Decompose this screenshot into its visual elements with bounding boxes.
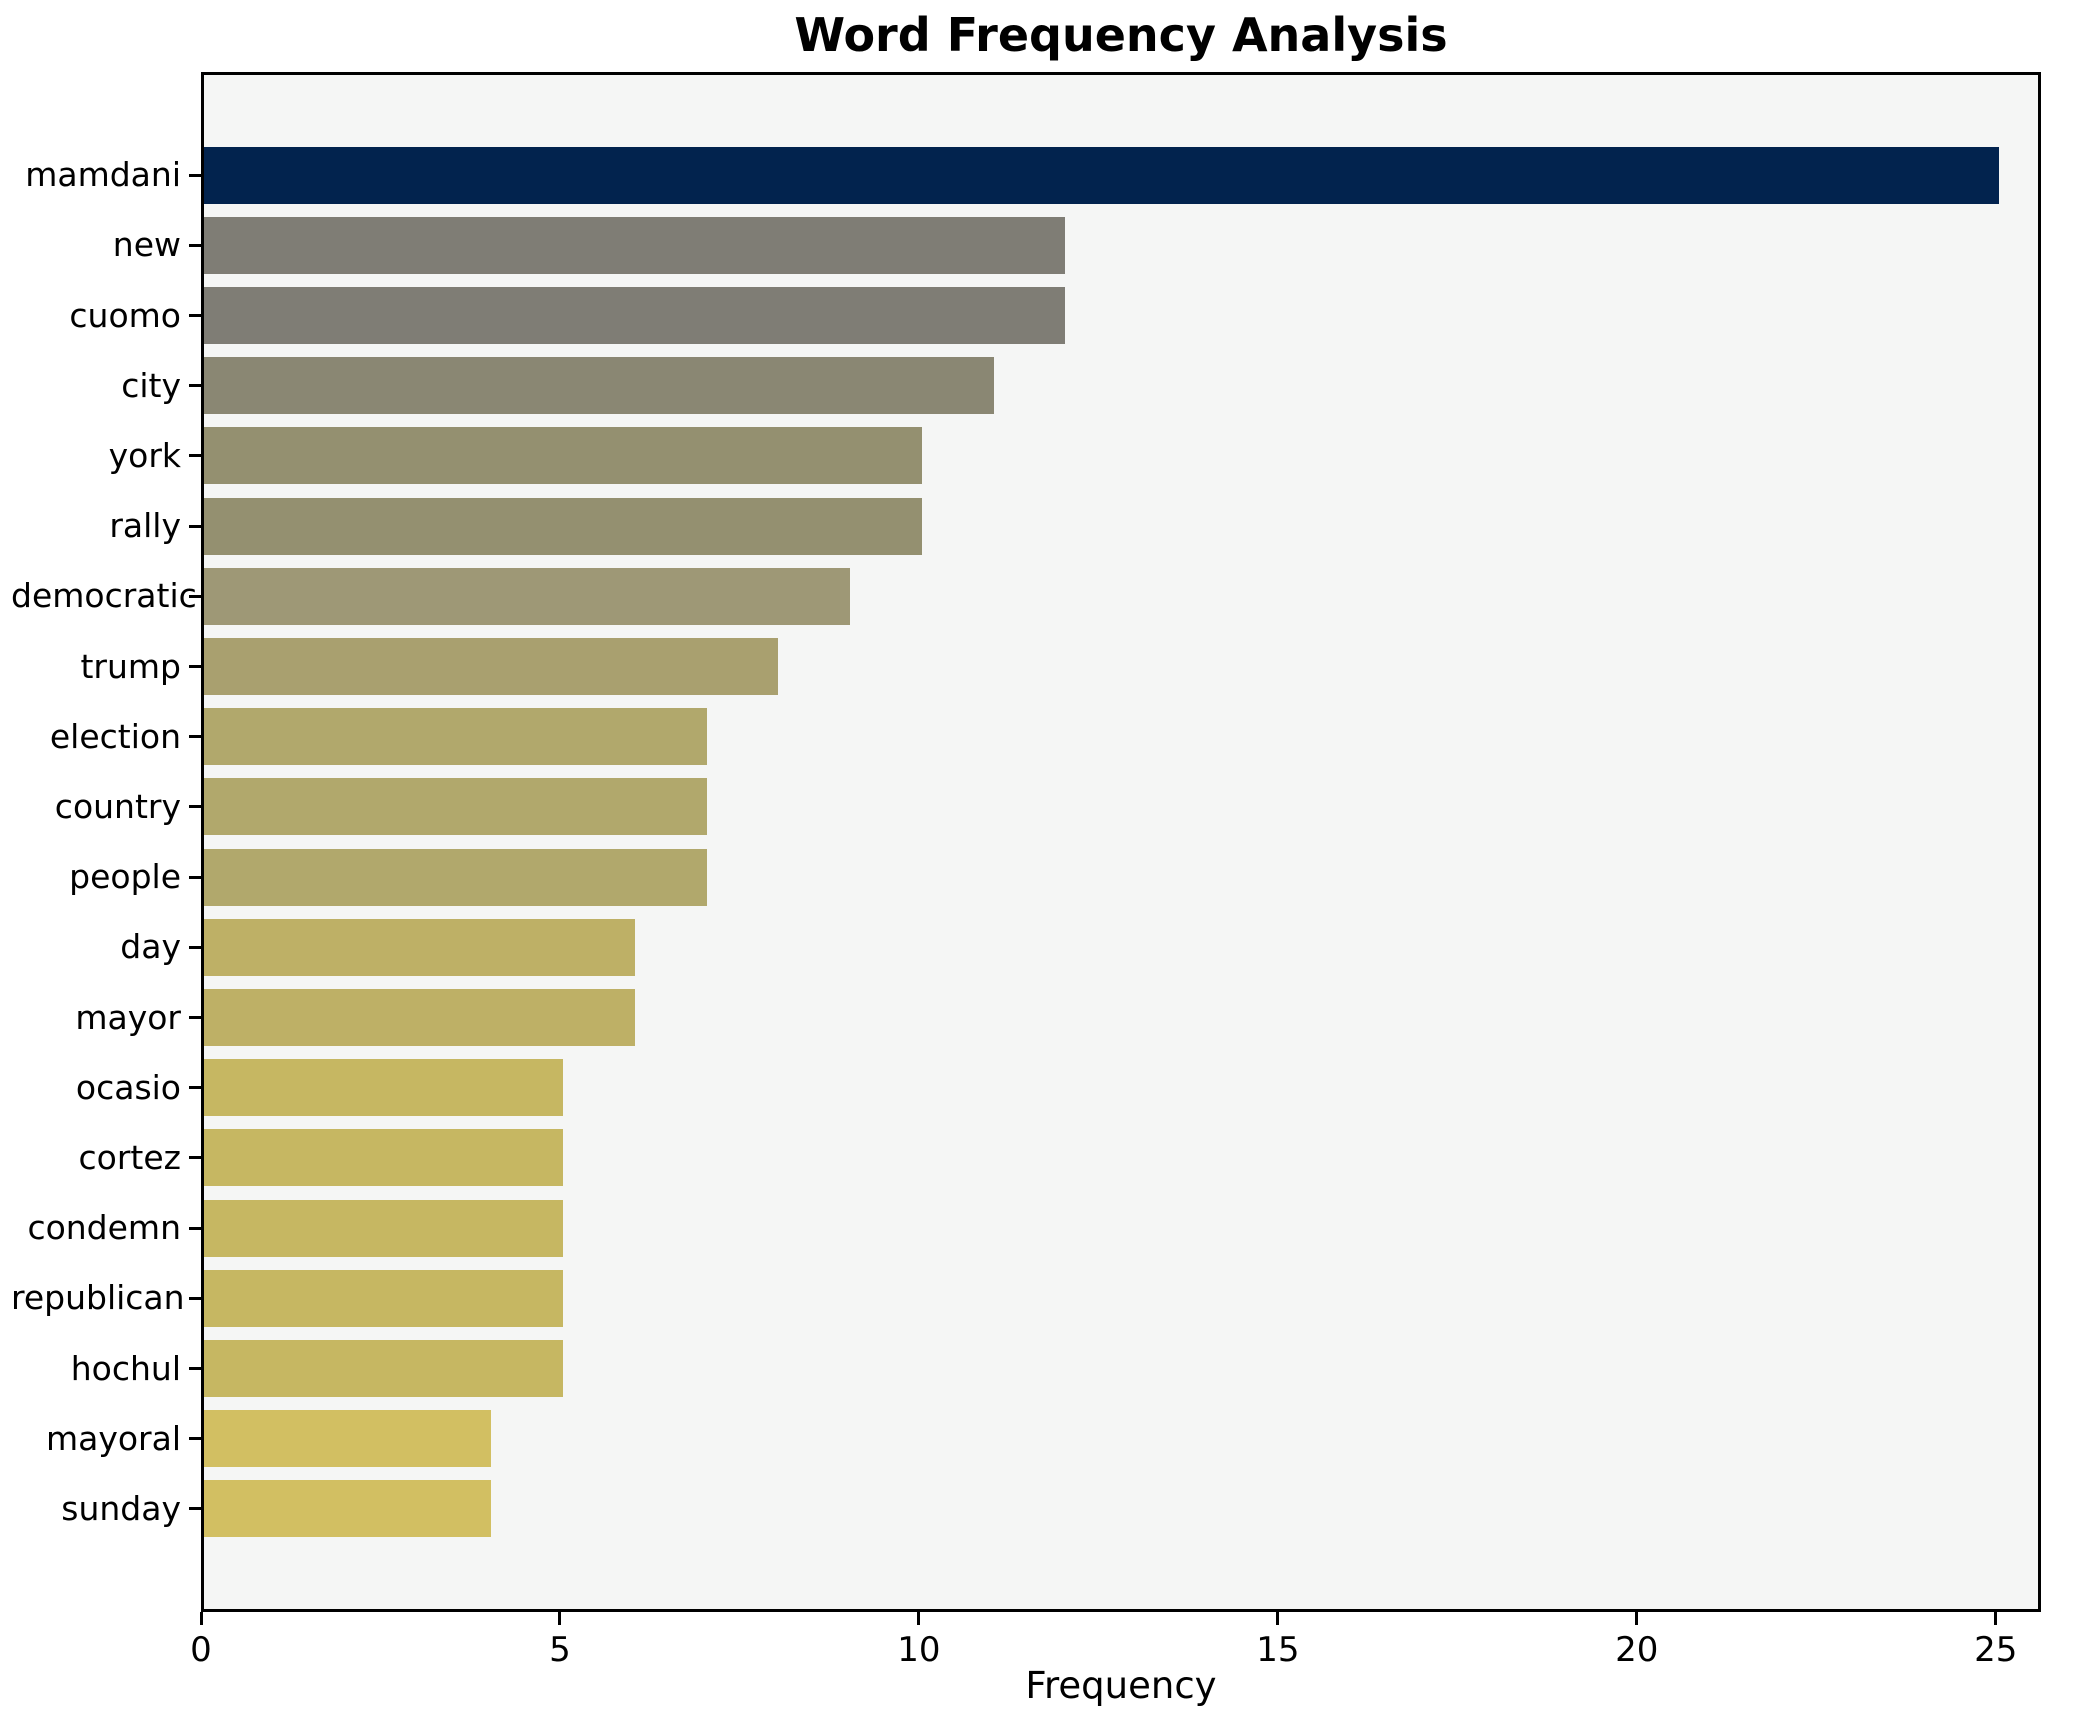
x-tick-mark	[558, 1612, 562, 1625]
chart-title: Word Frequency Analysis	[794, 8, 1448, 62]
y-tick-label-day: day	[120, 927, 181, 967]
y-tick-mark	[189, 1226, 201, 1230]
bar-democratic	[204, 567, 850, 625]
y-tick-mark	[189, 384, 201, 388]
x-tick-label-10: 10	[897, 1630, 941, 1670]
y-tick-label-hochul: hochul	[70, 1348, 181, 1388]
y-tick-label-cuomo: cuomo	[69, 295, 181, 335]
y-tick-mark	[189, 594, 201, 598]
y-tick-label-new: new	[112, 225, 181, 265]
x-tick-mark	[1994, 1612, 1998, 1625]
bar-ocasio	[204, 1059, 563, 1117]
bar-day	[204, 918, 635, 976]
bar-hochul	[204, 1340, 563, 1397]
bar-york	[204, 427, 922, 485]
y-tick-mark	[189, 1507, 201, 1511]
bar-mayoral	[204, 1410, 491, 1468]
y-tick-mark	[189, 1086, 201, 1090]
bar-mamdani	[204, 146, 1999, 204]
y-tick-label-rally: rally	[109, 506, 181, 546]
y-tick-mark	[189, 1296, 201, 1300]
x-tick-label-25: 25	[1974, 1630, 2018, 1670]
x-tick-mark	[1635, 1612, 1639, 1625]
y-tick-label-trump: trump	[80, 646, 181, 686]
y-tick-mark	[189, 314, 201, 317]
y-tick-label-republican: republican	[11, 1278, 185, 1318]
y-tick-mark	[189, 524, 201, 528]
x-tick-label-0: 0	[190, 1630, 212, 1670]
bar-new	[204, 216, 1065, 274]
y-tick-mark	[189, 805, 201, 809]
bar-cuomo	[204, 287, 1065, 344]
y-tick-label-mayor: mayor	[75, 997, 181, 1037]
x-tick-label-15: 15	[1256, 1630, 1300, 1670]
y-tick-mark	[189, 243, 201, 247]
bar-sunday	[204, 1480, 491, 1538]
y-tick-mark	[189, 1156, 201, 1160]
x-tick-mark	[917, 1612, 921, 1625]
bar-trump	[204, 638, 778, 695]
y-tick-mark	[189, 735, 201, 739]
x-tick-mark	[1276, 1612, 1280, 1625]
y-tick-mark	[189, 945, 201, 949]
y-tick-label-york: york	[108, 435, 181, 475]
x-axis-label: Frequency	[1025, 1664, 1217, 1707]
plot-area	[201, 72, 2041, 1612]
y-tick-label-condemn: condemn	[27, 1208, 181, 1248]
bar-cortez	[204, 1129, 563, 1187]
y-tick-label-sunday: sunday	[61, 1488, 181, 1528]
y-tick-label-ocasio: ocasio	[75, 1067, 181, 1107]
y-tick-mark	[189, 454, 201, 458]
bar-condemn	[204, 1199, 563, 1257]
y-tick-mark	[189, 1016, 201, 1019]
y-tick-label-people: people	[69, 857, 181, 897]
y-tick-label-election: election	[49, 716, 181, 756]
bar-rally	[204, 497, 922, 555]
y-tick-mark	[189, 1367, 201, 1370]
bar-country	[204, 778, 707, 836]
y-tick-mark	[189, 875, 201, 879]
x-tick-label-20: 20	[1615, 1630, 1659, 1670]
y-tick-mark	[189, 1437, 201, 1441]
y-tick-mark	[189, 665, 201, 668]
y-tick-label-mayoral: mayoral	[45, 1418, 181, 1458]
x-tick-label-5: 5	[549, 1630, 571, 1670]
bar-people	[204, 848, 707, 906]
bar-election	[204, 708, 707, 766]
bar-city	[204, 357, 994, 415]
bar-mayor	[204, 989, 635, 1046]
y-tick-label-city: city	[121, 365, 181, 405]
y-tick-label-mamdani: mamdani	[25, 155, 181, 195]
bar-republican	[204, 1269, 563, 1327]
y-tick-mark	[189, 173, 201, 177]
x-tick-mark	[199, 1612, 203, 1625]
y-tick-label-country: country	[54, 786, 181, 826]
y-tick-label-cortez: cortez	[78, 1137, 181, 1177]
y-tick-label-democratic: democratic	[11, 576, 197, 616]
